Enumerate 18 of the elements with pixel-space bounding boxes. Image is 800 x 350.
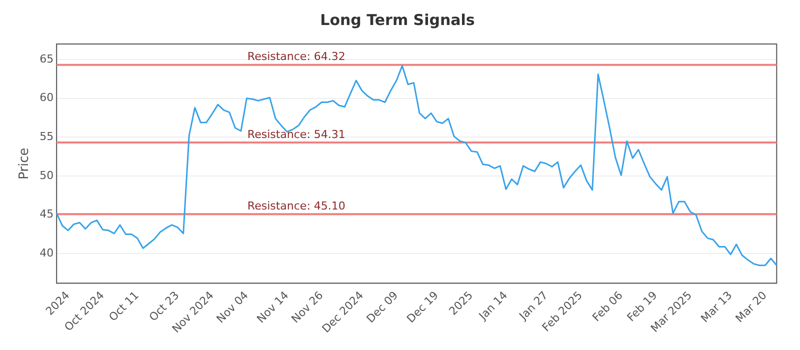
ref-line-label: Resistance: 45.10 — [247, 199, 346, 212]
y-axis-title: Price — [17, 148, 32, 180]
y-tick-label: 55 — [40, 130, 54, 144]
y-tick-label: 40 — [40, 246, 54, 260]
ref-line-label: Resistance: 64.32 — [247, 50, 346, 64]
x-tick-label: Mar 13 — [698, 288, 735, 326]
y-tick-label: 50 — [40, 168, 54, 182]
y-tick-label: 65 — [40, 52, 54, 66]
x-tick-label: Jan 14 — [476, 288, 510, 324]
y-tick-label: 60 — [40, 91, 54, 104]
ref-line-label: Resistance: 54.31 — [247, 128, 346, 141]
x-tick-label: Mar 20 — [733, 288, 770, 326]
x-tick-label: Dec 19 — [404, 288, 441, 326]
x-tick-label: Oct 11 — [106, 288, 142, 324]
x-tick-label: Dec 09 — [364, 288, 401, 326]
y-tick-label: 45 — [40, 208, 54, 221]
x-tick-label: Feb 06 — [590, 288, 626, 324]
chart-title: Long Term Signals — [320, 10, 475, 29]
